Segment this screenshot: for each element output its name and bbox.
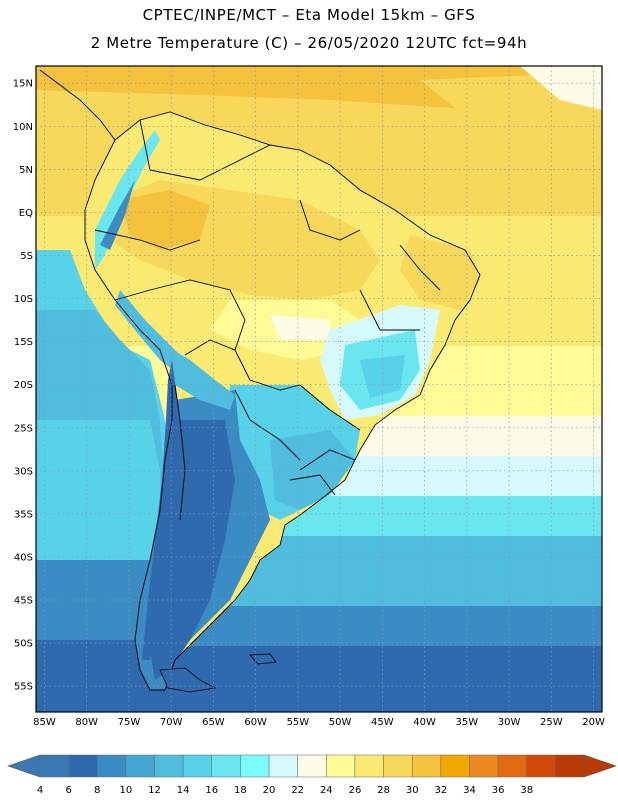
colorbar-label: 34 xyxy=(463,785,476,796)
colorbar-label: 14 xyxy=(177,785,190,796)
colorbar-label: 4 xyxy=(37,785,43,796)
lat-tick-label: 15N xyxy=(13,79,33,90)
lat-tick-label: 20S xyxy=(14,380,33,391)
colorbar-label: 12 xyxy=(148,785,161,796)
colorbar-arrow-high xyxy=(583,754,617,778)
lat-tick-label: 15S xyxy=(14,337,33,348)
lat-tick-label: 25S xyxy=(14,423,33,434)
colorbar-label: 22 xyxy=(291,785,304,796)
colorbar-label: 28 xyxy=(377,785,390,796)
colorbar-swatch xyxy=(354,754,384,778)
lon-tick-label: 55W xyxy=(287,717,310,728)
colorbar-swatch xyxy=(154,754,184,778)
colorbar-label: 16 xyxy=(205,785,218,796)
colorbar-label: 6 xyxy=(65,785,71,796)
colorbar-label: 30 xyxy=(406,785,419,796)
colorbar-swatch xyxy=(297,754,327,778)
islands xyxy=(159,653,277,693)
lat-tick-label: 35S xyxy=(14,509,33,520)
lat-tick-label: 5N xyxy=(19,165,33,176)
colorbar-swatch xyxy=(411,754,442,778)
colorbar-swatch xyxy=(211,754,241,778)
colorbar-swatch xyxy=(497,754,527,778)
lat-tick-label: 10N xyxy=(13,122,33,133)
lon-tick-label: 85W xyxy=(33,717,56,728)
lon-tick-label: 65W xyxy=(202,717,225,728)
lon-tick-label: 60W xyxy=(244,717,267,728)
colorbar-swatch xyxy=(182,754,213,778)
colorbar-label: 36 xyxy=(492,785,505,796)
lon-tick-label: 75W xyxy=(118,717,141,728)
lat-tick-label: 50S xyxy=(14,639,33,650)
colorbar-swatch xyxy=(469,754,499,778)
colorbar-swatch xyxy=(555,754,585,778)
lon-tick-label: 40W xyxy=(413,717,436,728)
colorbar-swatch xyxy=(39,754,69,778)
lat-tick-label: 55S xyxy=(14,682,33,693)
lat-tick-label: 5S xyxy=(20,251,33,262)
lon-tick-label: 30W xyxy=(498,717,521,728)
colorbar-arrow-low xyxy=(7,754,41,778)
colorbar-swatch xyxy=(97,754,127,778)
lat-tick-label: EQ xyxy=(19,208,33,219)
lon-tick-label: 50W xyxy=(329,717,352,728)
colorbar: 4 6 8 10 12 14 16 18 20 22 24 26 28 30 32 34 36 38 xyxy=(7,754,617,796)
longitude-labels: 85W 80W 75W 70W 65W 60W 55W 50W 45W 40W 35W 30W 25W 2… xyxy=(33,717,605,728)
latitude-labels: 15N 10N 5N EQ 5S 10S 15S 20S 25S 30S 35S 40S 45S 50S 5… xyxy=(13,79,33,693)
colorbar-swatch xyxy=(326,754,356,778)
colorbar-label: 18 xyxy=(234,785,247,796)
colorbar-swatch xyxy=(268,754,298,778)
lon-tick-label: 20W xyxy=(582,717,605,728)
lat-tick-label: 45S xyxy=(14,596,33,607)
lon-tick-label: 70W xyxy=(160,717,183,728)
lat-tick-label: 30S xyxy=(14,466,33,477)
map-title-line-1: CPTEC/INPE/MCT – Eta Model 15km – GFS xyxy=(142,6,476,24)
colorbar-swatch xyxy=(68,754,98,778)
colorbar-label: 8 xyxy=(94,785,100,796)
colorbar-label: 32 xyxy=(434,785,447,796)
map-title-line-2: 2 Metre Temperature (C) – 26/05/2020 12U… xyxy=(90,34,528,52)
colorbar-swatch xyxy=(125,754,155,778)
map-frame xyxy=(35,65,603,713)
colorbar-label: 10 xyxy=(120,785,133,796)
lat-tick-label: 10S xyxy=(14,294,33,305)
coastlines-borders xyxy=(39,69,481,691)
colorbar-label: 20 xyxy=(263,785,276,796)
colorbar-swatch xyxy=(383,754,413,778)
lon-tick-label: 25W xyxy=(540,717,563,728)
colorbar-swatch xyxy=(526,754,556,778)
temperature-field xyxy=(36,66,602,712)
colorbar-swatch xyxy=(440,754,470,778)
colorbar-label: 38 xyxy=(520,785,533,796)
lat-tick-label: 40S xyxy=(14,552,33,563)
lon-tick-label: 45W xyxy=(371,717,394,728)
colorbar-label: 26 xyxy=(349,785,362,796)
colorbar-swatch xyxy=(240,754,270,778)
colorbar-label: 24 xyxy=(320,785,333,796)
lon-tick-label: 35W xyxy=(456,717,479,728)
lon-tick-label: 80W xyxy=(75,717,98,728)
